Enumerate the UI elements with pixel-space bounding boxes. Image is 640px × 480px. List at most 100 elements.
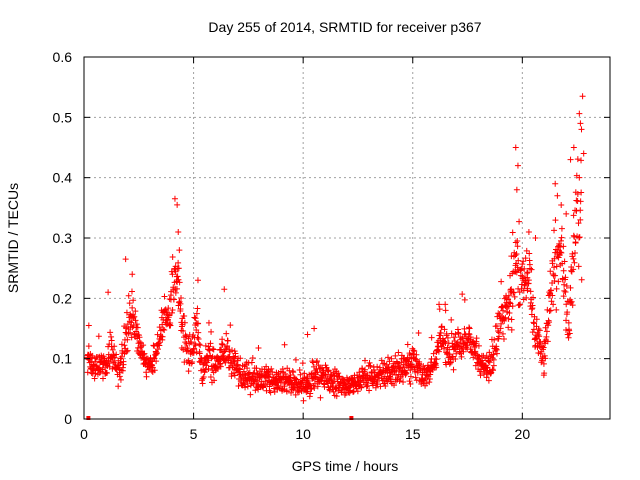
data-point: [322, 371, 329, 378]
data-point: [500, 336, 507, 343]
data-point: [461, 296, 468, 303]
data-point: [201, 369, 208, 376]
data-point: [529, 329, 536, 336]
data-point: [575, 220, 582, 227]
data-point: [97, 358, 104, 365]
data-point: [160, 326, 167, 333]
data-point-spike: [129, 271, 136, 278]
data-point: [485, 377, 492, 384]
data-point: [426, 379, 433, 386]
data-point: [557, 249, 564, 256]
data-point: [549, 260, 556, 267]
data-point: [175, 265, 182, 272]
data-point: [512, 268, 519, 275]
data-point: [508, 326, 515, 333]
y-tick-label: 0.1: [53, 351, 73, 367]
data-point: [570, 212, 577, 219]
x-tick-label: 15: [405, 426, 421, 442]
data-point: [525, 277, 532, 284]
y-tick-label: 0.3: [53, 230, 73, 246]
data-point: [244, 365, 251, 372]
data-point: [515, 257, 522, 264]
data-point: [459, 291, 466, 298]
data-point-spike: [567, 156, 574, 163]
data-point: [574, 156, 581, 163]
data-point: [470, 354, 477, 361]
y-tick-label: 0.6: [53, 49, 73, 65]
data-point: [117, 376, 124, 383]
data-point: [517, 266, 524, 273]
data-point: [384, 354, 391, 361]
data-point: [466, 324, 473, 331]
data-point: [557, 243, 564, 250]
data-point: [542, 355, 549, 362]
data-point: [529, 302, 536, 309]
data-point: [392, 352, 399, 359]
data-point: [576, 234, 583, 241]
data-point-zero: [349, 416, 354, 420]
data-point: [268, 365, 275, 372]
data-point: [560, 243, 567, 250]
data-point: [165, 305, 172, 312]
data-point: [209, 345, 216, 352]
data-point: [530, 294, 537, 301]
data-point: [123, 309, 130, 316]
data-point: [562, 274, 569, 281]
data-point: [558, 225, 565, 232]
data-point: [522, 255, 529, 262]
data-point: [466, 331, 473, 338]
data-point: [530, 319, 537, 326]
data-point: [483, 374, 490, 381]
data-point: [363, 383, 370, 390]
data-point: [289, 368, 296, 375]
data-point: [281, 383, 288, 390]
data-point: [540, 344, 547, 351]
data-point: [512, 239, 519, 246]
data-point: [267, 389, 274, 396]
data-point: [253, 365, 260, 372]
data-point: [493, 323, 500, 330]
data-point: [568, 298, 575, 305]
data-point: [505, 292, 512, 299]
data-point: [366, 387, 373, 394]
data-point: [358, 384, 365, 391]
data-point: [229, 363, 236, 370]
data-point: [234, 361, 241, 368]
data-point: [303, 388, 310, 395]
data-point: [424, 372, 431, 379]
data-point: [551, 264, 558, 271]
data-point: [162, 306, 169, 313]
data-point: [350, 388, 357, 395]
data-point: [430, 350, 437, 357]
data-point: [181, 319, 188, 326]
data-point: [454, 339, 461, 346]
data-point: [161, 327, 168, 334]
data-point: [547, 268, 554, 275]
data-point: [224, 343, 231, 350]
data-point: [413, 351, 420, 358]
data-point: [572, 207, 579, 214]
data-point: [441, 338, 448, 345]
data-point: [506, 299, 513, 306]
data-point: [232, 350, 239, 357]
data-point: [441, 326, 448, 333]
data-point: [296, 367, 303, 374]
data-point-spike: [174, 201, 181, 208]
data-point: [304, 377, 311, 384]
data-point: [535, 331, 542, 338]
data-point: [290, 369, 297, 376]
data-point: [478, 366, 485, 373]
data-point: [390, 363, 397, 370]
data-point: [119, 364, 126, 371]
data-point: [517, 301, 524, 308]
data-point: [570, 255, 577, 262]
data-point: [570, 266, 577, 273]
data-point: [536, 327, 543, 334]
data-point: [527, 288, 534, 295]
data-point: [227, 322, 234, 329]
data-point: [217, 363, 224, 370]
data-point: [110, 358, 117, 365]
data-point: [172, 289, 179, 296]
data-point: [255, 344, 262, 351]
data-point: [190, 331, 197, 338]
